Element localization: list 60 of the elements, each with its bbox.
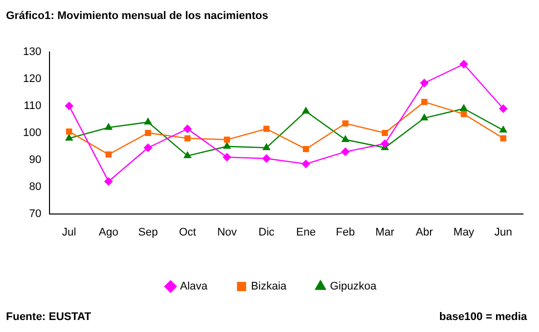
point bbox=[144, 144, 152, 152]
point bbox=[183, 124, 192, 133]
point bbox=[104, 123, 112, 130]
point bbox=[500, 135, 506, 142]
x-tick-label: Ago bbox=[98, 226, 118, 238]
point bbox=[380, 140, 389, 148]
point bbox=[302, 146, 309, 152]
x-tick-label: Dic bbox=[258, 226, 275, 238]
point bbox=[420, 114, 428, 120]
legend-label: Gipuzkoa bbox=[330, 280, 378, 293]
point bbox=[499, 104, 508, 113]
x-tick-label: Mar bbox=[375, 226, 395, 238]
point bbox=[460, 60, 468, 68]
y-tick-label: 80 bbox=[29, 180, 42, 193]
point bbox=[421, 98, 428, 105]
point bbox=[104, 177, 113, 186]
point bbox=[144, 130, 152, 136]
legend-label: Bizkaia bbox=[251, 280, 288, 293]
point bbox=[184, 135, 191, 142]
x-tick-label: Feb bbox=[336, 226, 355, 238]
point bbox=[342, 136, 350, 142]
text: base100 = media bbox=[439, 311, 527, 323]
x-tick-label: Jul bbox=[62, 226, 76, 238]
x-tick-label: Sep bbox=[138, 226, 158, 238]
point bbox=[382, 130, 388, 136]
source-note: Fuente: EUSTAT bbox=[6, 311, 92, 323]
x-tick-label: Jun bbox=[494, 226, 512, 238]
y-tick-label: 90 bbox=[29, 154, 42, 166]
y-tick-label: 120 bbox=[22, 73, 42, 85]
point bbox=[66, 128, 72, 135]
point bbox=[341, 148, 350, 156]
y-tick-label: 100 bbox=[22, 126, 42, 139]
point bbox=[302, 160, 310, 168]
point bbox=[224, 136, 230, 143]
point bbox=[65, 134, 73, 141]
x-tick-label: Nov bbox=[217, 226, 238, 238]
point bbox=[460, 104, 468, 111]
y-tick-label: 130 bbox=[22, 46, 42, 58]
point bbox=[222, 153, 232, 162]
x-tick-label: May bbox=[453, 226, 475, 238]
point bbox=[64, 102, 74, 110]
point bbox=[144, 118, 152, 124]
point bbox=[223, 142, 231, 149]
legend-label: Alava bbox=[180, 280, 208, 293]
y-tick-label: 70 bbox=[29, 208, 42, 220]
chart-title: Gráfico1: Movimiento mensual de los nacimientos bbox=[6, 10, 268, 22]
y-tick-label: 110 bbox=[24, 100, 42, 112]
point bbox=[184, 152, 192, 158]
point bbox=[460, 110, 467, 118]
x-tick-label: Ene bbox=[296, 226, 316, 238]
point bbox=[420, 78, 428, 88]
point bbox=[302, 107, 310, 114]
x-tick-label: Oct bbox=[178, 226, 196, 238]
point bbox=[105, 151, 112, 158]
point bbox=[262, 144, 270, 150]
point bbox=[263, 126, 270, 132]
point bbox=[500, 126, 507, 133]
x-tick-label: Abr bbox=[416, 226, 434, 238]
point bbox=[342, 120, 348, 127]
point bbox=[262, 154, 271, 163]
